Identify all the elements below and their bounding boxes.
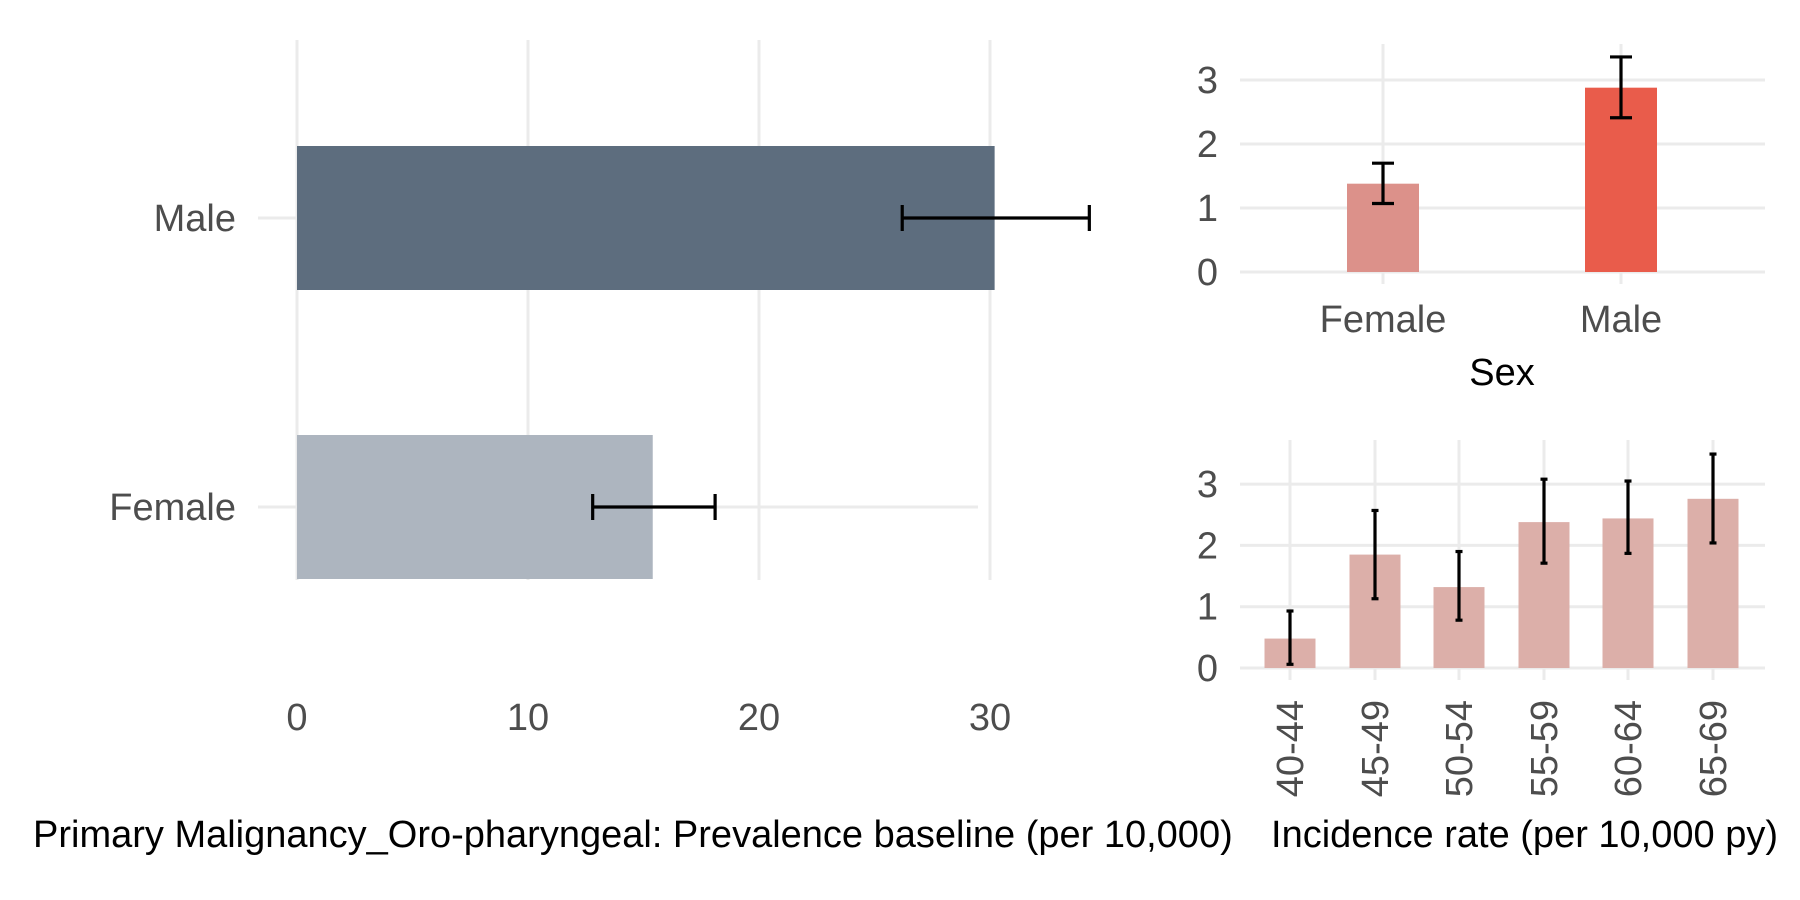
age-gridlines	[1240, 440, 1765, 680]
sex-y-tick-labels: 0 1 2 3	[1197, 60, 1218, 294]
sex-y-tick-0: 0	[1197, 252, 1218, 294]
incidence-by-age-panel: 0 1 2 3 40-44 45-49 50-54 55-59 60-64 65-69 Inci…	[1197, 440, 1778, 856]
prevalence-category-label-female: Female	[109, 487, 236, 529]
age-bars	[1264, 498, 1739, 668]
prevalence-error-bars	[591, 205, 1091, 520]
prevalence-category-label-male: Male	[154, 198, 236, 240]
prevalence-x-tick-0: 0	[286, 697, 307, 739]
sex-x-tick-male: Male	[1580, 299, 1662, 341]
prevalence-x-axis-title: Primary Malignancy_Oro-pharyngeal: Preva…	[33, 814, 1233, 856]
age-x-tick-50-54: 50-54	[1439, 700, 1481, 797]
sex-y-tick-2: 2	[1197, 124, 1218, 166]
prevalence-bars	[297, 146, 995, 579]
sex-bars	[1347, 87, 1657, 273]
prevalence-bar-male	[297, 146, 995, 290]
age-x-tick-65-69: 65-69	[1693, 700, 1735, 797]
sex-error-bars	[1372, 55, 1632, 206]
prevalence-category-labels: Female Male	[109, 198, 236, 529]
sex-x-tick-female: Female	[1320, 299, 1447, 341]
age-x-tick-60-64: 60-64	[1608, 700, 1650, 797]
age-y-tick-1: 1	[1197, 587, 1218, 629]
age-x-tick-55-59: 55-59	[1524, 700, 1566, 797]
age-y-tick-2: 2	[1197, 525, 1218, 567]
sex-gridlines	[1240, 44, 1765, 284]
age-x-tick-40-44: 40-44	[1270, 700, 1312, 797]
prevalence-x-tick-10: 10	[507, 697, 549, 739]
prevalence-x-tick-30: 30	[969, 697, 1011, 739]
age-x-tick-45-49: 45-49	[1355, 700, 1397, 797]
sex-x-tick-labels: Female Male	[1320, 299, 1663, 341]
age-x-tick-labels: 40-44 45-49 50-54 55-59 60-64 65-69	[1270, 700, 1735, 797]
incidence-by-sex-panel: 0 1 2 3 Female Male Sex	[1197, 44, 1765, 394]
sex-y-tick-1: 1	[1197, 188, 1218, 230]
age-y-tick-labels: 0 1 2 3	[1197, 464, 1218, 690]
prevalence-x-tick-labels: 0 10 20 30	[286, 697, 1011, 739]
age-error-bars	[1286, 452, 1717, 666]
sex-x-axis-title: Sex	[1469, 352, 1534, 394]
prevalence-x-tick-20: 20	[738, 697, 780, 739]
age-y-tick-0: 0	[1197, 648, 1218, 690]
sex-y-tick-3: 3	[1197, 60, 1218, 102]
age-x-axis-title: Incidence rate (per 10,000 py)	[1271, 814, 1778, 856]
age-y-tick-3: 3	[1197, 464, 1218, 506]
